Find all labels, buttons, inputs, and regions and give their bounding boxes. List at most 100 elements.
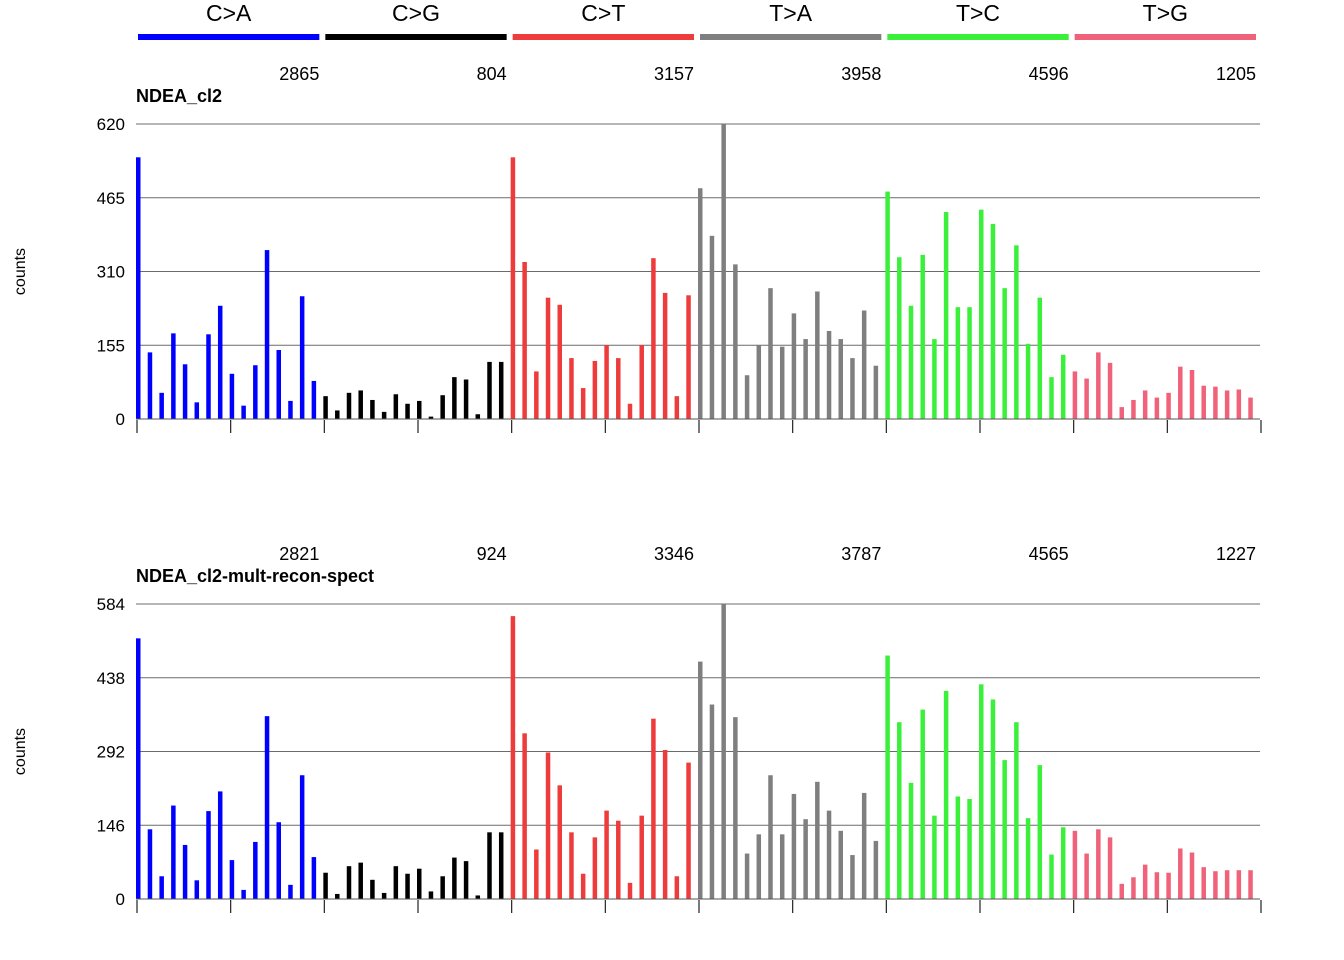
bar (1201, 385, 1206, 419)
class-total-2: 3157 (654, 64, 694, 84)
bar (323, 872, 328, 899)
legend-bar-0 (138, 34, 320, 40)
bar (698, 661, 703, 899)
legend-label-1: C>G (392, 0, 440, 26)
bar (1154, 397, 1160, 419)
bar (967, 798, 972, 899)
bar (522, 733, 527, 899)
bar (709, 704, 715, 899)
bar (358, 862, 363, 899)
bar (990, 223, 996, 419)
bar (733, 717, 738, 899)
bar (370, 879, 375, 899)
y-tick-label: 584 (97, 595, 125, 614)
bar (873, 365, 879, 419)
bar (779, 346, 785, 419)
bar (1025, 343, 1031, 419)
bar (744, 853, 750, 899)
y-tick-label: 146 (97, 816, 125, 835)
bar (159, 876, 164, 899)
legend-label-3: T>A (769, 0, 812, 26)
legend-bar-1 (325, 34, 507, 40)
bar (1084, 853, 1089, 899)
bar (580, 873, 586, 899)
bar (838, 339, 843, 419)
bar (1084, 378, 1089, 419)
bar (686, 762, 691, 899)
bar (440, 876, 445, 899)
bar (815, 291, 820, 419)
bar (498, 832, 504, 899)
bar (428, 891, 434, 899)
class-total-3: 3787 (841, 544, 881, 564)
class-total-1: 924 (477, 544, 507, 564)
bar (136, 638, 141, 899)
y-tick-label: 310 (97, 263, 125, 282)
bar (264, 250, 270, 419)
y-tick-label: 292 (97, 743, 125, 762)
bar (651, 258, 656, 419)
bar (545, 752, 551, 899)
y-tick-label: 0 (116, 890, 125, 909)
legend-label-5: T>G (1143, 0, 1188, 26)
bar (1236, 389, 1242, 419)
bar (1131, 877, 1136, 899)
bar (264, 716, 270, 899)
bar (885, 655, 890, 899)
bar (370, 399, 375, 419)
bar (288, 400, 293, 419)
bar (311, 857, 317, 899)
bar (241, 405, 246, 419)
class-total-5: 1205 (1216, 64, 1256, 84)
bar (897, 722, 902, 899)
bar (452, 377, 457, 419)
y-tick-label: 465 (97, 189, 125, 208)
bar (323, 396, 328, 419)
bar (943, 690, 949, 899)
bar (463, 861, 469, 899)
bar (440, 395, 445, 419)
bar (206, 334, 211, 419)
bar (522, 261, 527, 419)
bar (171, 805, 176, 899)
bar (1154, 872, 1160, 899)
bar (381, 892, 387, 899)
legend-label-2: C>T (581, 0, 625, 26)
bar (475, 414, 481, 419)
bar (1142, 864, 1148, 899)
bar (651, 718, 656, 899)
bar (194, 880, 200, 899)
y-tick-label: 0 (116, 410, 125, 429)
bar (182, 364, 188, 419)
bar (932, 339, 937, 419)
class-total-1: 804 (477, 64, 507, 84)
bar (768, 775, 773, 899)
bar (346, 866, 352, 899)
bar (1014, 722, 1019, 899)
bar (335, 410, 340, 419)
bar (674, 876, 680, 899)
bar (1060, 827, 1066, 899)
bar (838, 830, 843, 899)
bar (557, 785, 562, 899)
bar (1213, 386, 1218, 419)
bar (662, 292, 668, 419)
bar (662, 749, 668, 899)
bar (1248, 397, 1253, 419)
bar (955, 307, 961, 419)
bar (932, 815, 937, 899)
bar (510, 157, 516, 419)
bar (147, 829, 153, 899)
class-total-4: 4596 (1029, 64, 1069, 84)
bar (1049, 377, 1054, 419)
bar (733, 264, 738, 419)
class-total-5: 1227 (1216, 544, 1256, 564)
bar (686, 295, 691, 419)
bar (990, 699, 996, 899)
y-tick-label: 438 (97, 669, 125, 688)
bar (979, 209, 984, 419)
bar (1224, 390, 1230, 419)
bar (1107, 362, 1113, 419)
